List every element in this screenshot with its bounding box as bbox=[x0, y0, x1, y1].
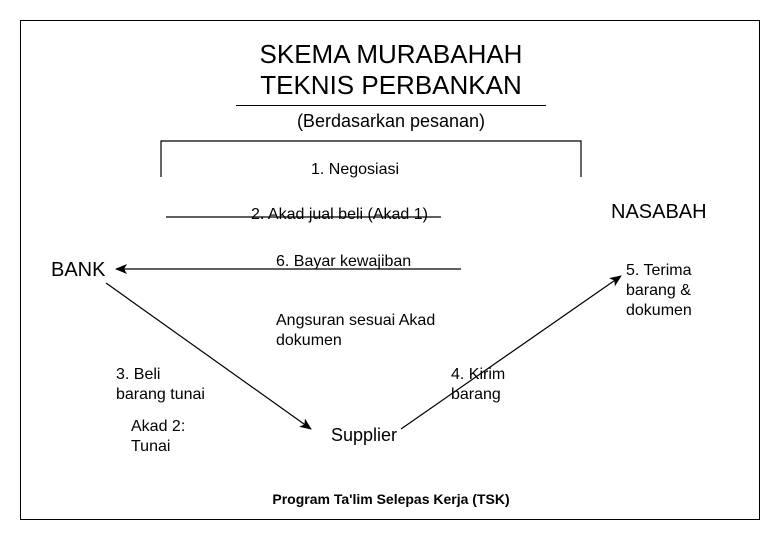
step-3-beli: 3. Beli barang tunai bbox=[116, 365, 205, 405]
beli-line-2: barang tunai bbox=[116, 386, 205, 403]
terima-line-3: dokumen bbox=[626, 302, 692, 319]
footer-text: Program Ta'lim Selepas Kerja (TSK) bbox=[21, 491, 761, 507]
kirim-line-1: 4. Kirim bbox=[451, 366, 505, 383]
subtitle: (Berdasarkan pesanan) bbox=[21, 111, 761, 132]
title-underline bbox=[236, 105, 546, 106]
page-title: SKEMA MURABAHAH TEKNIS PERBANKAN bbox=[21, 39, 761, 101]
beli-line-1: 3. Beli bbox=[116, 366, 160, 383]
title-line-1: SKEMA MURABAHAH bbox=[260, 39, 523, 69]
nasabah-node: NASABAH bbox=[611, 201, 707, 224]
terima-line-2: barang & bbox=[626, 282, 691, 299]
step-4-kirim: 4. Kirim barang bbox=[451, 365, 505, 405]
akad2-line-1: Akad 2: bbox=[131, 418, 185, 435]
akad2-line-2: Tunai bbox=[131, 438, 170, 455]
beli-arrow bbox=[106, 283, 311, 429]
supplier-node: Supplier bbox=[331, 425, 397, 446]
terima-line-1: 5. Terima bbox=[626, 262, 692, 279]
step-1-negosiasi: 1. Negosiasi bbox=[311, 161, 399, 179]
kirim-arrow bbox=[401, 276, 621, 429]
bank-node: BANK bbox=[51, 259, 105, 282]
diagram-frame: SKEMA MURABAHAH TEKNIS PERBANKAN (Berdas… bbox=[20, 20, 760, 520]
angsuran-note: Angsuran sesuai Akad dokumen bbox=[276, 311, 435, 351]
akad2-note: Akad 2: Tunai bbox=[131, 417, 185, 457]
step-2-akad1: 2. Akad jual beli (Akad 1) bbox=[251, 206, 428, 224]
step-5-terima: 5. Terima barang & dokumen bbox=[626, 261, 692, 321]
angsuran-line-1: Angsuran sesuai Akad bbox=[276, 312, 435, 329]
step-6-bayar: 6. Bayar kewajiban bbox=[276, 253, 411, 271]
title-line-2: TEKNIS PERBANKAN bbox=[260, 70, 522, 100]
angsuran-line-2: dokumen bbox=[276, 332, 342, 349]
kirim-line-2: barang bbox=[451, 386, 501, 403]
